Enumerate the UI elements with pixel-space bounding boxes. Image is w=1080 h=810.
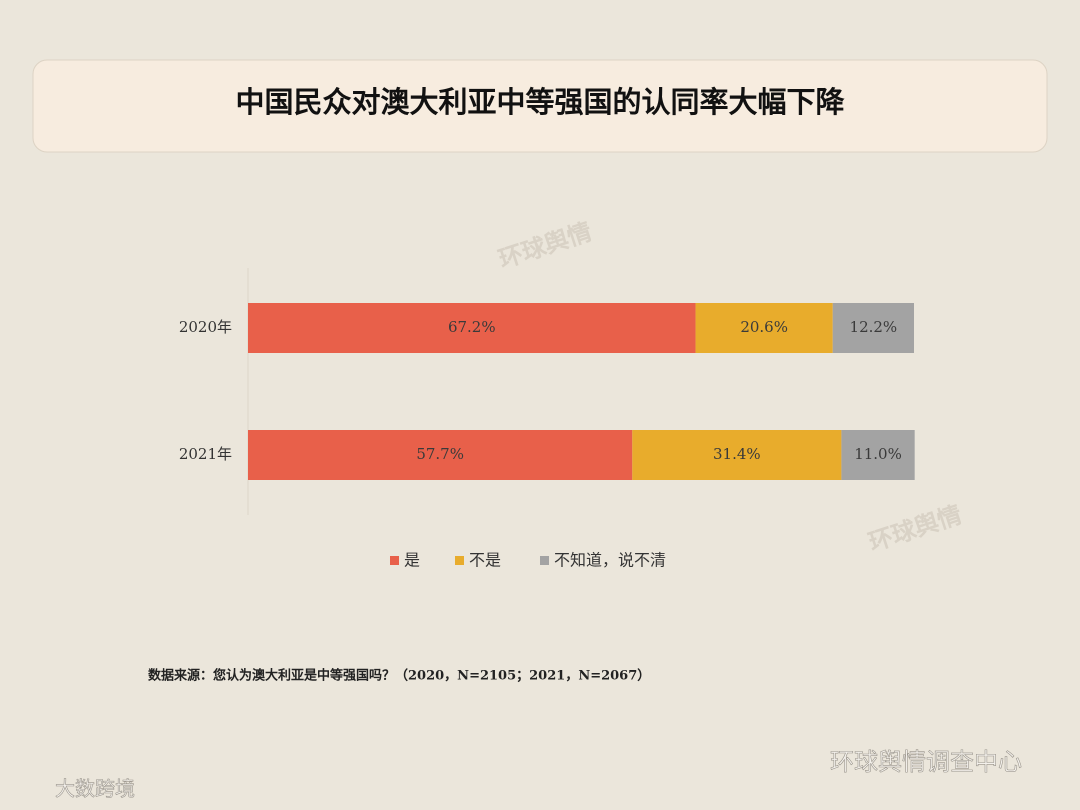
legend-label: 不是	[469, 551, 501, 570]
legend-swatch	[390, 556, 399, 565]
title-box	[32, 59, 1048, 153]
value-label: 20.6%	[740, 318, 788, 336]
source-note: 数据来源：您认为澳大利亚是中等强国吗？（2020，N=2105；2021，N=2…	[148, 668, 650, 684]
y-tick-label: 2020年	[179, 318, 232, 336]
bar-segment	[632, 430, 842, 480]
footer-left: 大数跨境	[55, 777, 135, 801]
bar-segment	[841, 430, 915, 480]
y-tick-label: 2021年	[179, 445, 232, 463]
chart-title: 中国民众对澳大利亚中等强国的认同率大幅下降	[235, 85, 845, 119]
footer-right: 环球舆情调查中心	[830, 748, 1022, 776]
value-label: 57.7%	[416, 445, 464, 463]
bar-segment	[248, 430, 633, 480]
value-label: 11.0%	[854, 445, 902, 463]
legend-swatch	[455, 556, 464, 565]
value-label: 67.2%	[448, 318, 496, 336]
legend-swatch	[540, 556, 549, 565]
bar-segment	[248, 303, 696, 353]
value-label: 31.4%	[713, 445, 761, 463]
bar-segment	[832, 303, 914, 353]
legend-label: 不知道，说不清	[554, 551, 666, 570]
legend-label: 是	[404, 551, 420, 570]
bar-segment	[695, 303, 833, 353]
value-label: 12.2%	[850, 318, 898, 336]
